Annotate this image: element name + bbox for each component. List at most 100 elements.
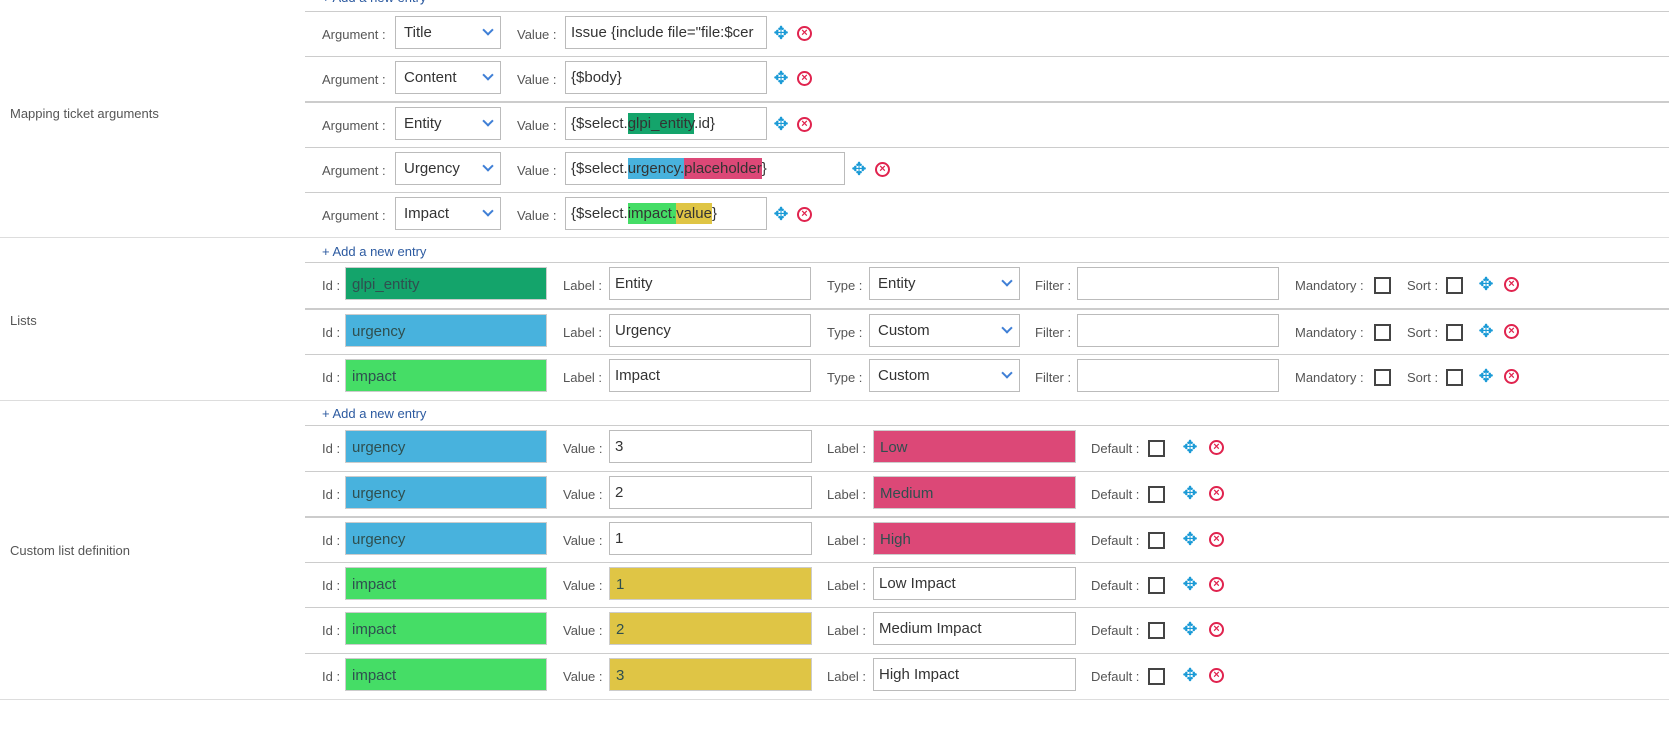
value-input[interactable]: 1 xyxy=(609,522,812,555)
label-input[interactable]: High xyxy=(873,522,1076,555)
type-select[interactable]: Entity xyxy=(869,267,1020,300)
value-input[interactable]: 1 xyxy=(609,566,812,600)
delete-icon[interactable]: × xyxy=(1209,667,1224,683)
argument-select[interactable]: Impact xyxy=(395,196,501,230)
label-input[interactable]: Low xyxy=(873,430,1076,463)
default-checkbox[interactable] xyxy=(1148,485,1165,503)
value-label: Value : xyxy=(517,27,557,42)
chevron-down-icon xyxy=(1001,275,1013,287)
add-mapping-entry-link[interactable]: + Add a new entry xyxy=(322,0,426,5)
value-input[interactable]: 2 xyxy=(609,612,812,645)
default-checkbox[interactable] xyxy=(1148,622,1165,639)
id-input[interactable]: glpi_entity xyxy=(345,267,547,300)
chevron-down-icon xyxy=(482,24,494,36)
filter-input[interactable] xyxy=(1077,359,1279,392)
delete-icon[interactable]: × xyxy=(1209,576,1224,592)
label-input[interactable]: Medium Impact xyxy=(873,612,1076,645)
mandatory-checkbox[interactable] xyxy=(1374,324,1391,341)
delete-icon[interactable]: × xyxy=(1209,532,1224,547)
value-input[interactable]: {$select.impact.value} xyxy=(565,196,767,230)
move-icon[interactable]: ✥ xyxy=(1182,664,1198,685)
move-icon[interactable]: ✥ xyxy=(1182,573,1198,594)
sort-checkbox[interactable] xyxy=(1446,277,1463,294)
filter-input[interactable] xyxy=(1077,267,1279,300)
argument-select[interactable]: Title xyxy=(395,16,501,49)
move-icon[interactable]: ✥ xyxy=(1182,437,1198,457)
delete-icon[interactable]: × xyxy=(1209,622,1224,637)
default-checkbox[interactable] xyxy=(1148,576,1165,594)
move-icon[interactable]: ✥ xyxy=(1182,482,1198,503)
label-input[interactable]: High Impact xyxy=(873,657,1076,691)
filter-input[interactable] xyxy=(1077,314,1279,347)
delete-icon[interactable]: × xyxy=(1209,485,1224,501)
default-checkbox[interactable] xyxy=(1148,667,1165,685)
move-icon[interactable]: ✥ xyxy=(773,203,789,224)
id-label: Id : xyxy=(322,278,341,293)
delete-icon[interactable]: × xyxy=(875,161,890,177)
value-input[interactable]: {$select.glpi_entity.id} xyxy=(565,107,767,141)
value-label: Value : xyxy=(517,118,557,134)
delete-icon[interactable]: × xyxy=(1504,324,1519,339)
sort-checkbox[interactable] xyxy=(1446,369,1463,386)
value-input[interactable]: {$select.urgency.placeholder} xyxy=(565,151,845,185)
move-icon[interactable]: ✥ xyxy=(1478,274,1494,294)
move-icon[interactable]: ✥ xyxy=(773,114,789,135)
move-icon[interactable]: ✥ xyxy=(1182,529,1198,549)
label-input[interactable]: Impact xyxy=(609,359,811,392)
id-input[interactable]: impact xyxy=(345,359,547,392)
move-icon[interactable]: ✥ xyxy=(1182,619,1198,639)
delete-icon[interactable]: × xyxy=(1504,369,1519,384)
value-part: {$select. xyxy=(571,115,628,133)
label-input[interactable]: Low Impact xyxy=(873,566,1076,600)
default-checkbox[interactable] xyxy=(1148,440,1165,457)
move-icon[interactable]: ✥ xyxy=(773,68,789,89)
id-input[interactable]: impact xyxy=(345,657,547,691)
delete-icon[interactable]: × xyxy=(1504,277,1519,292)
id-input[interactable]: impact xyxy=(345,566,547,600)
type-select[interactable]: Custom xyxy=(869,314,1020,347)
delete-icon[interactable]: × xyxy=(797,206,812,222)
move-icon[interactable]: ✥ xyxy=(1478,366,1494,386)
default-checkbox[interactable] xyxy=(1148,532,1165,549)
id-input[interactable]: impact xyxy=(345,612,547,645)
label-label: Label : xyxy=(827,533,867,548)
value-input[interactable]: Issue {include file="file:$cer xyxy=(565,16,767,49)
id-input[interactable]: urgency xyxy=(345,430,547,463)
label-label: Label : xyxy=(563,370,603,385)
chevron-down-icon xyxy=(1001,322,1013,334)
sort-checkbox[interactable] xyxy=(1446,324,1463,341)
add-custom-entry-link[interactable]: + Add a new entry xyxy=(322,406,427,421)
label-label: Label : xyxy=(827,668,867,684)
mapping-row: Argument : Entity Value : {$select.glpi_ent… xyxy=(305,101,1669,147)
delete-icon[interactable]: × xyxy=(797,26,812,41)
move-icon[interactable]: ✥ xyxy=(851,158,867,179)
type-value: Custom xyxy=(878,367,930,384)
value-input[interactable]: 3 xyxy=(609,430,812,463)
label-input[interactable]: Entity xyxy=(609,267,811,300)
move-icon[interactable]: ✥ xyxy=(1478,321,1494,341)
custom-row: Id : impact Value : 1 Label : Low Impact Defau… xyxy=(305,561,1669,608)
label-input[interactable]: Medium xyxy=(873,475,1076,509)
label-input[interactable]: Urgency xyxy=(609,314,811,347)
value-input[interactable]: 2 xyxy=(609,475,812,509)
move-icon[interactable]: ✥ xyxy=(773,23,789,43)
value-input[interactable]: 3 xyxy=(609,657,812,691)
type-select[interactable]: Custom xyxy=(869,359,1020,392)
value-input[interactable]: {$body} xyxy=(565,61,767,95)
argument-select[interactable]: Urgency xyxy=(395,151,501,185)
value-label: Value : xyxy=(517,72,557,88)
id-input[interactable]: urgency xyxy=(345,314,547,347)
argument-select[interactable]: Entity xyxy=(395,107,501,141)
argument-select[interactable]: Content xyxy=(395,61,501,95)
mandatory-checkbox[interactable] xyxy=(1374,277,1391,294)
custom-row: Id : impact Value : 2 Label : Medium Impact De… xyxy=(305,607,1669,653)
delete-icon[interactable]: × xyxy=(1209,440,1224,455)
id-input[interactable]: urgency xyxy=(345,475,547,509)
delete-icon[interactable]: × xyxy=(797,117,812,133)
value-label: Value : xyxy=(563,533,603,548)
id-input[interactable]: urgency xyxy=(345,522,547,555)
add-list-entry-link[interactable]: + Add a new entry xyxy=(322,244,427,259)
type-label: Type : xyxy=(827,278,863,293)
delete-icon[interactable]: × xyxy=(797,71,812,87)
mandatory-checkbox[interactable] xyxy=(1374,369,1391,386)
